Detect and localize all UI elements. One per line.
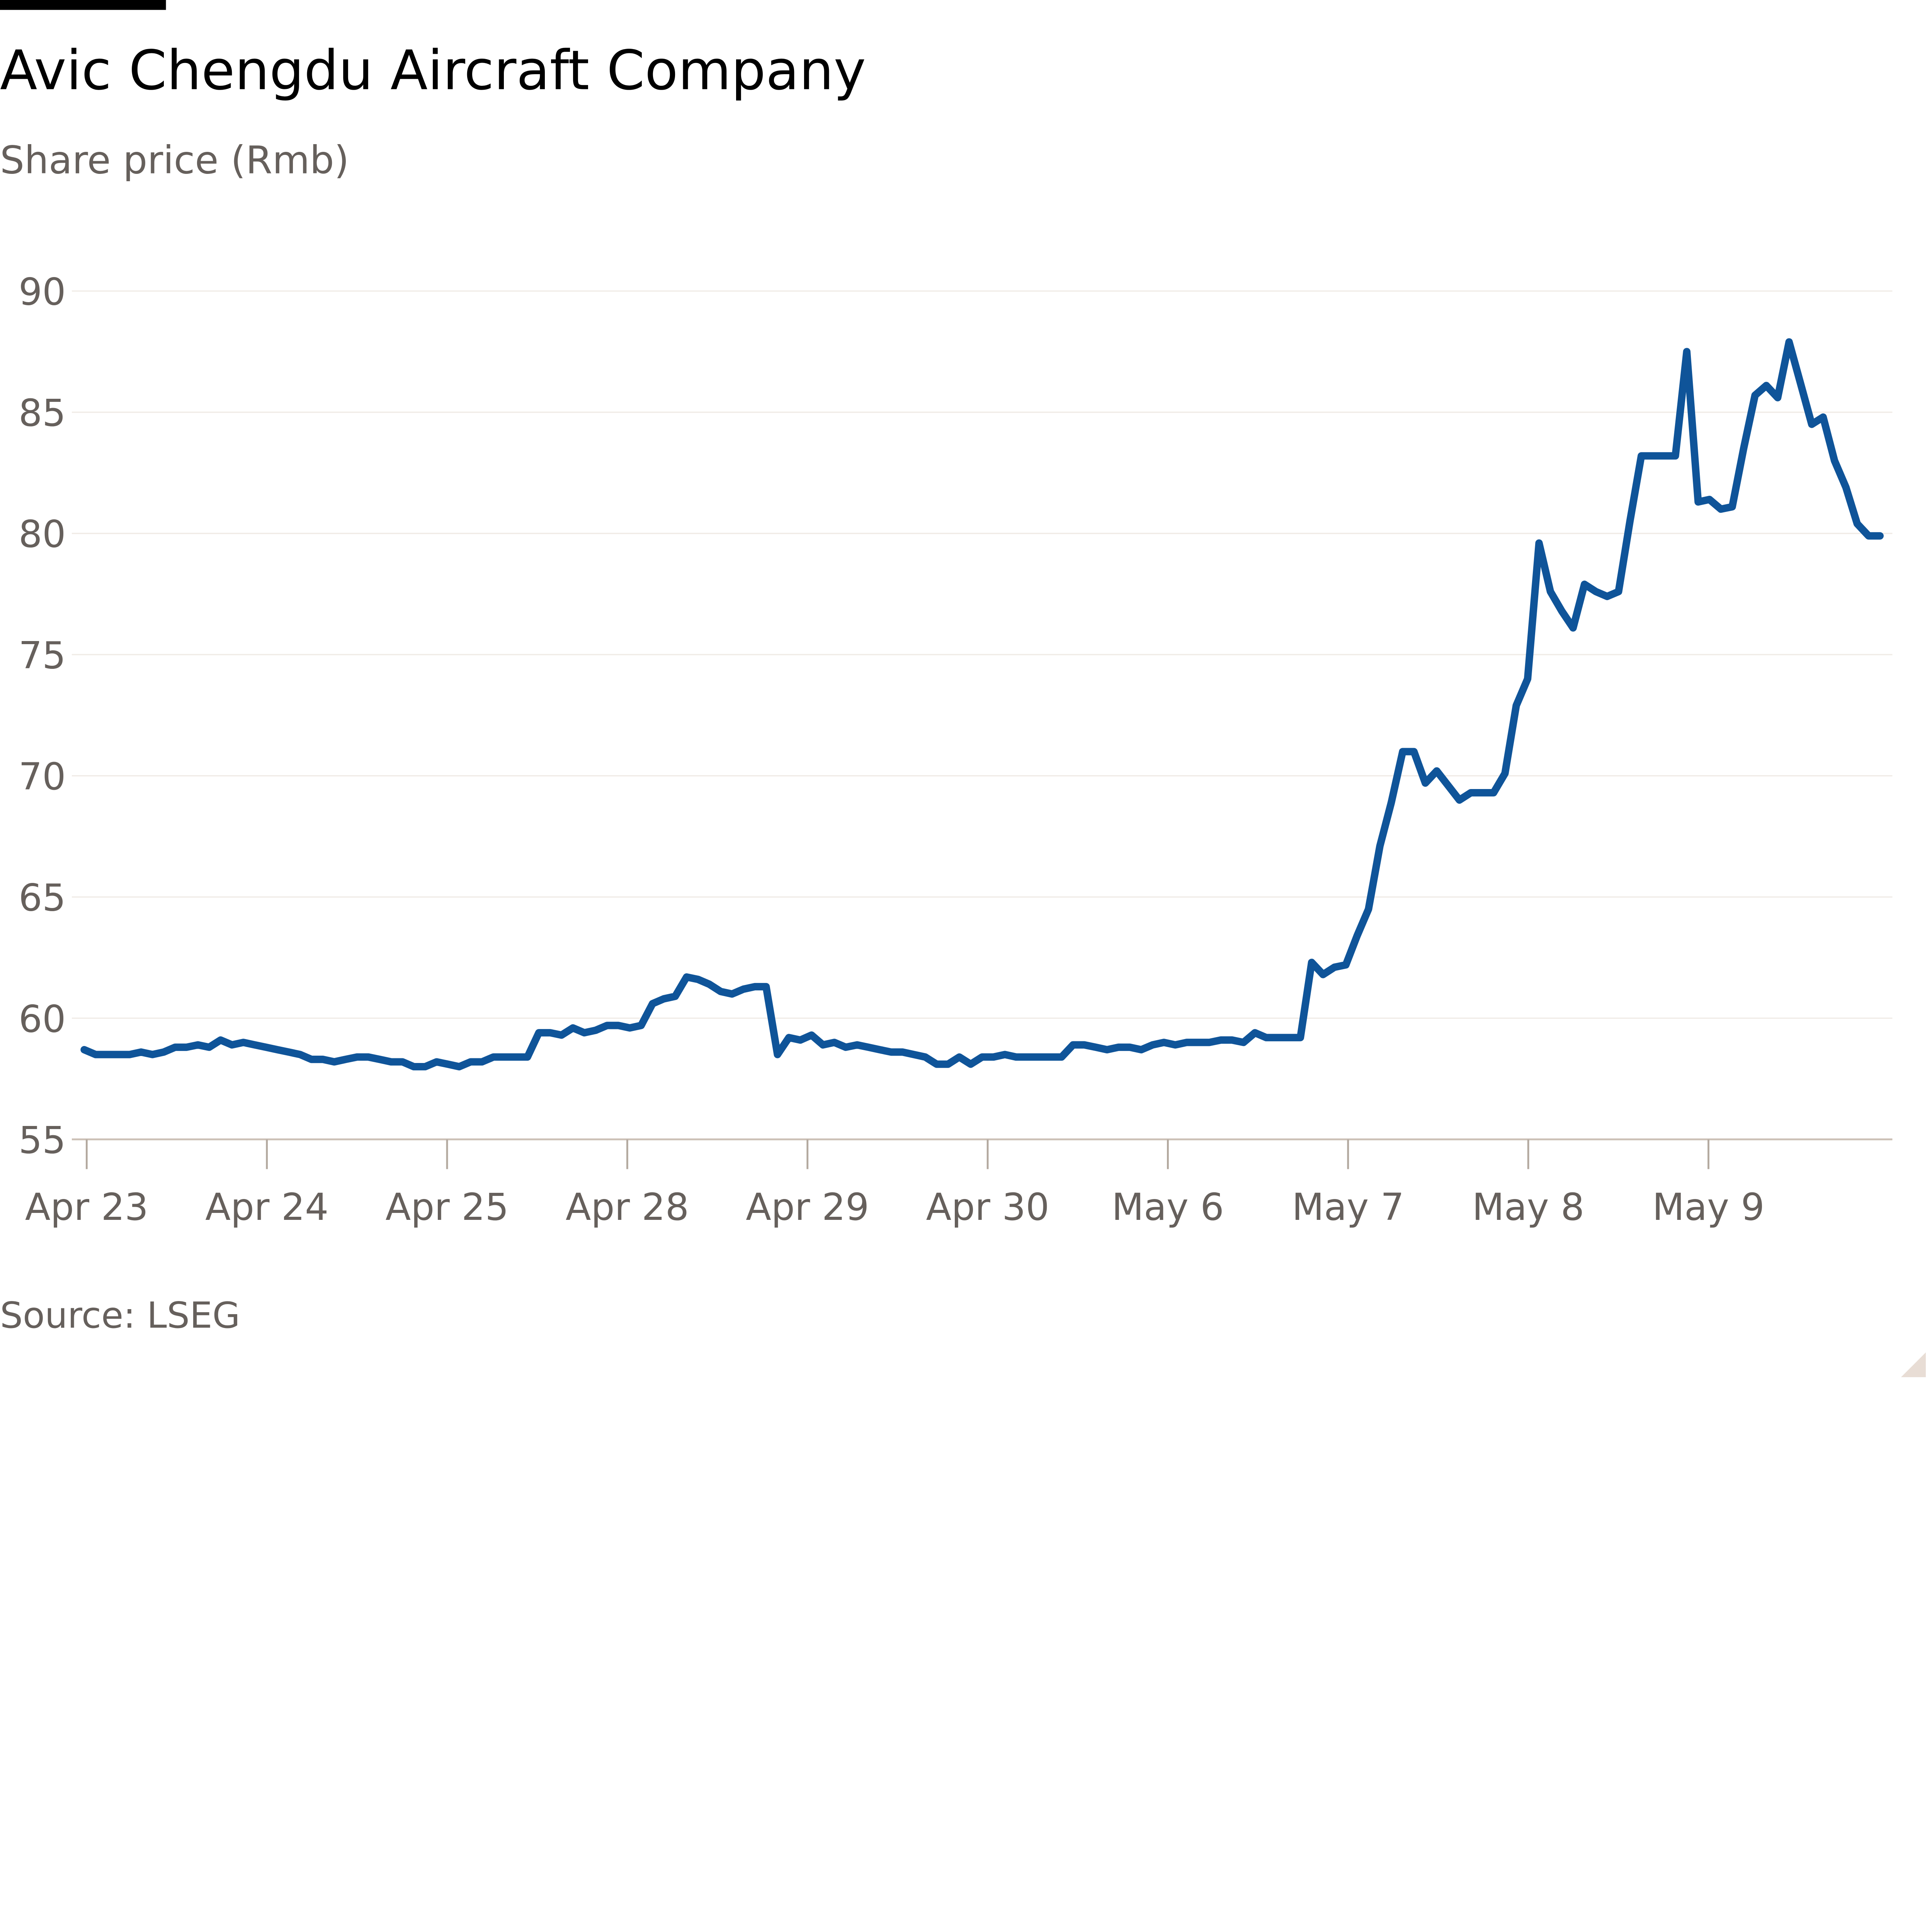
chart: Avic Chengdu Aircraft Company Share pric…	[0, 0, 1926, 1378]
x-tick-label: May 7	[1292, 1185, 1405, 1229]
x-tick-label: May 9	[1652, 1185, 1765, 1229]
chart-title: Avic Chengdu Aircraft Company	[0, 39, 866, 102]
y-tick-label: 90	[19, 270, 66, 313]
source-note: Source: LSEG	[0, 1294, 240, 1336]
gridlines	[71, 290, 1893, 1141]
y-tick-label: 65	[19, 876, 66, 920]
x-tick-label: Apr 29	[746, 1185, 869, 1229]
x-tick-label: May 6	[1112, 1185, 1224, 1229]
y-tick-label: 85	[19, 391, 66, 435]
x-tick-label: Apr 30	[926, 1185, 1049, 1229]
series-line-share-price	[80, 338, 1884, 1071]
x-tick-label: Apr 24	[205, 1185, 328, 1229]
x-tick-label: Apr 23	[25, 1185, 148, 1229]
y-tick-label: 55	[19, 1119, 66, 1162]
y-axis-labels: 55 60 65 70 75 80 85 90	[19, 270, 66, 1162]
x-tick-label: Apr 28	[566, 1185, 689, 1229]
y-tick-label: 80	[19, 513, 66, 556]
y-tick-label: 60	[19, 997, 66, 1041]
chart-subtitle: Share price (Rmb)	[0, 138, 349, 183]
x-axis: Apr 23 Apr 24 Apr 25 Apr 28 Apr 29 Apr 30 May …	[25, 1139, 1765, 1229]
y-tick-label: 75	[19, 634, 66, 677]
y-tick-label: 70	[19, 755, 66, 798]
x-tick-label: Apr 25	[385, 1185, 509, 1229]
corner-fold-icon	[1901, 1352, 1926, 1378]
brand-bar	[0, 0, 166, 10]
x-tick-label: May 8	[1472, 1185, 1585, 1229]
